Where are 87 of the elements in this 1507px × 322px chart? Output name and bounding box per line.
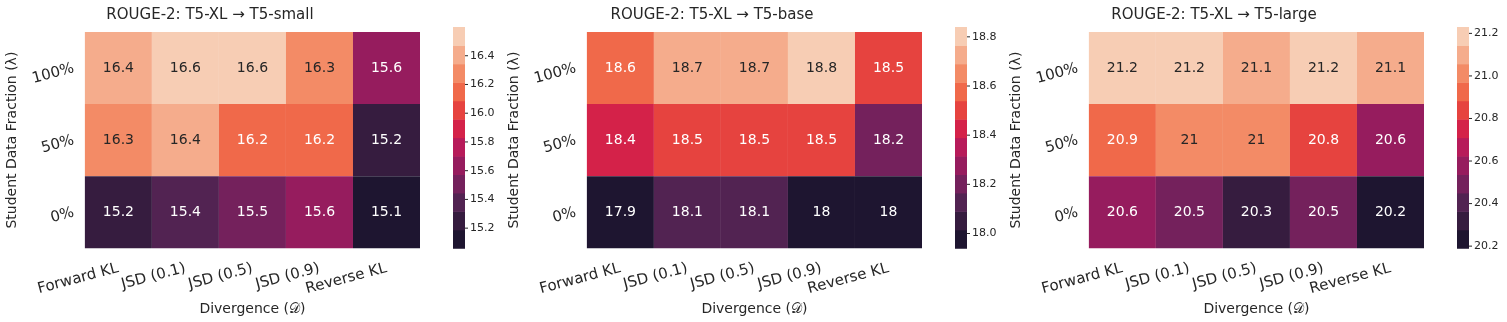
color-bar-label: 15.2 xyxy=(470,221,495,234)
y-tick-label: 50% xyxy=(541,130,578,157)
color-bar-label: 16.0 xyxy=(470,106,495,120)
data-label: 18.4 xyxy=(604,130,637,147)
y-tick-label: 0% xyxy=(48,202,76,226)
color-bar-label: 15.6 xyxy=(470,163,495,177)
data-label: 21.2 xyxy=(1307,58,1340,75)
x-axis-title: Divergence (𝒟) xyxy=(701,300,808,317)
color-bar-label: 20.8 xyxy=(1474,111,1499,125)
data-label: 16.2 xyxy=(236,130,269,147)
color-bar-label: 21.0 xyxy=(1474,68,1499,82)
color-bar-label: 18.4 xyxy=(972,128,997,142)
data-label: 18.5 xyxy=(671,130,703,147)
data-label: 21 xyxy=(1247,130,1266,147)
y-tick-label: 50% xyxy=(39,130,76,157)
data-label: 20.3 xyxy=(1240,202,1273,219)
data-label: 15.6 xyxy=(303,202,336,219)
data-label: 21.2 xyxy=(1106,58,1138,75)
data-label: 18.8 xyxy=(805,58,838,75)
data-label: 18.1 xyxy=(671,202,703,219)
data-label: 18.2 xyxy=(872,130,905,147)
data-label: 20.6 xyxy=(1106,202,1139,219)
data-label: 18.7 xyxy=(738,58,771,75)
x-tick-label: JSD (0.1) xyxy=(118,258,188,293)
data-label: 15.1 xyxy=(370,202,403,219)
data-label: 20.5 xyxy=(1307,202,1340,219)
data-label: 20.2 xyxy=(1374,202,1407,219)
data-label: 18.5 xyxy=(738,130,771,147)
x-tick-label: JSD (0.5) xyxy=(1189,258,1259,293)
data-label: 20.5 xyxy=(1173,202,1205,219)
data-label: 18.1 xyxy=(738,202,771,219)
data-label: 16.6 xyxy=(169,58,202,75)
data-label: 15.2 xyxy=(102,202,134,219)
data-label: 15.5 xyxy=(236,202,269,219)
data-label: 21 xyxy=(1180,130,1199,147)
y-tick-label: 100% xyxy=(29,58,76,87)
y-tick-label: 100% xyxy=(531,58,578,87)
data-label: 20.9 xyxy=(1106,130,1138,147)
color-bar-label: 20.4 xyxy=(1474,196,1499,210)
y-tick-label: 50% xyxy=(1043,130,1080,157)
y-axis-title: Student Data Fraction (λ) xyxy=(3,51,20,229)
color-bar-label: 16.4 xyxy=(470,48,495,62)
color-bar-label: 16.2 xyxy=(470,77,495,91)
data-label: 18.7 xyxy=(671,58,703,75)
y-axis-title: Student Data Fraction (λ) xyxy=(1007,51,1024,229)
data-label: 20.8 xyxy=(1307,130,1340,147)
chart-title: ROUGE-2: T5-XL → T5-small xyxy=(106,4,314,23)
data-label: 16.4 xyxy=(102,58,135,75)
color-bar-label: 21.2 xyxy=(1474,26,1499,40)
x-axis-title: Divergence (𝒟) xyxy=(199,300,306,317)
data-label: 16.4 xyxy=(169,130,202,147)
data-label: 18.5 xyxy=(805,130,838,147)
color-bar-label: 15.8 xyxy=(470,134,495,148)
x-axis-title: Divergence (𝒟) xyxy=(1203,300,1310,317)
y-axis-title: Student Data Fraction (λ) xyxy=(505,51,522,229)
data-label: 18.6 xyxy=(604,58,637,75)
data-label: 15.2 xyxy=(370,130,403,147)
data-label: 17.9 xyxy=(604,202,636,219)
color-bar-label: 18.8 xyxy=(972,29,997,43)
x-tick-label: JSD (0.1) xyxy=(620,258,690,293)
data-label: 16.3 xyxy=(102,130,134,147)
data-label: 16.3 xyxy=(303,58,336,75)
data-label: 21.1 xyxy=(1374,58,1407,75)
data-label: 20.6 xyxy=(1374,130,1407,147)
color-bar-label: 18.2 xyxy=(972,177,997,191)
x-tick-label: JSD (0.1) xyxy=(1122,258,1192,293)
color-bar-label: 15.4 xyxy=(470,192,495,206)
data-label: 18 xyxy=(879,202,898,219)
y-tick-label: 0% xyxy=(1052,202,1080,226)
data-label: 15.4 xyxy=(169,202,202,219)
color-bar-label: 20.6 xyxy=(1474,153,1499,167)
data-label: 16.2 xyxy=(303,130,336,147)
color-bar-label: 20.2 xyxy=(1474,238,1499,252)
color-bar-label: 18.0 xyxy=(972,226,997,240)
y-tick-label: 100% xyxy=(1033,58,1080,87)
data-label: 18.5 xyxy=(872,58,905,75)
data-label: 21.2 xyxy=(1173,58,1205,75)
chart-title: ROUGE-2: T5-XL → T5-large xyxy=(1111,4,1317,23)
y-tick-label: 0% xyxy=(550,202,578,226)
data-label: 16.6 xyxy=(236,58,269,75)
x-tick-label: JSD (0.5) xyxy=(687,258,757,293)
data-label: 15.6 xyxy=(370,58,403,75)
chart-title: ROUGE-2: T5-XL → T5-base xyxy=(610,4,814,23)
data-label: 21.1 xyxy=(1240,58,1273,75)
color-bar-label: 18.6 xyxy=(972,78,997,92)
x-tick-label: JSD (0.5) xyxy=(185,258,255,293)
data-label: 18 xyxy=(812,202,831,219)
